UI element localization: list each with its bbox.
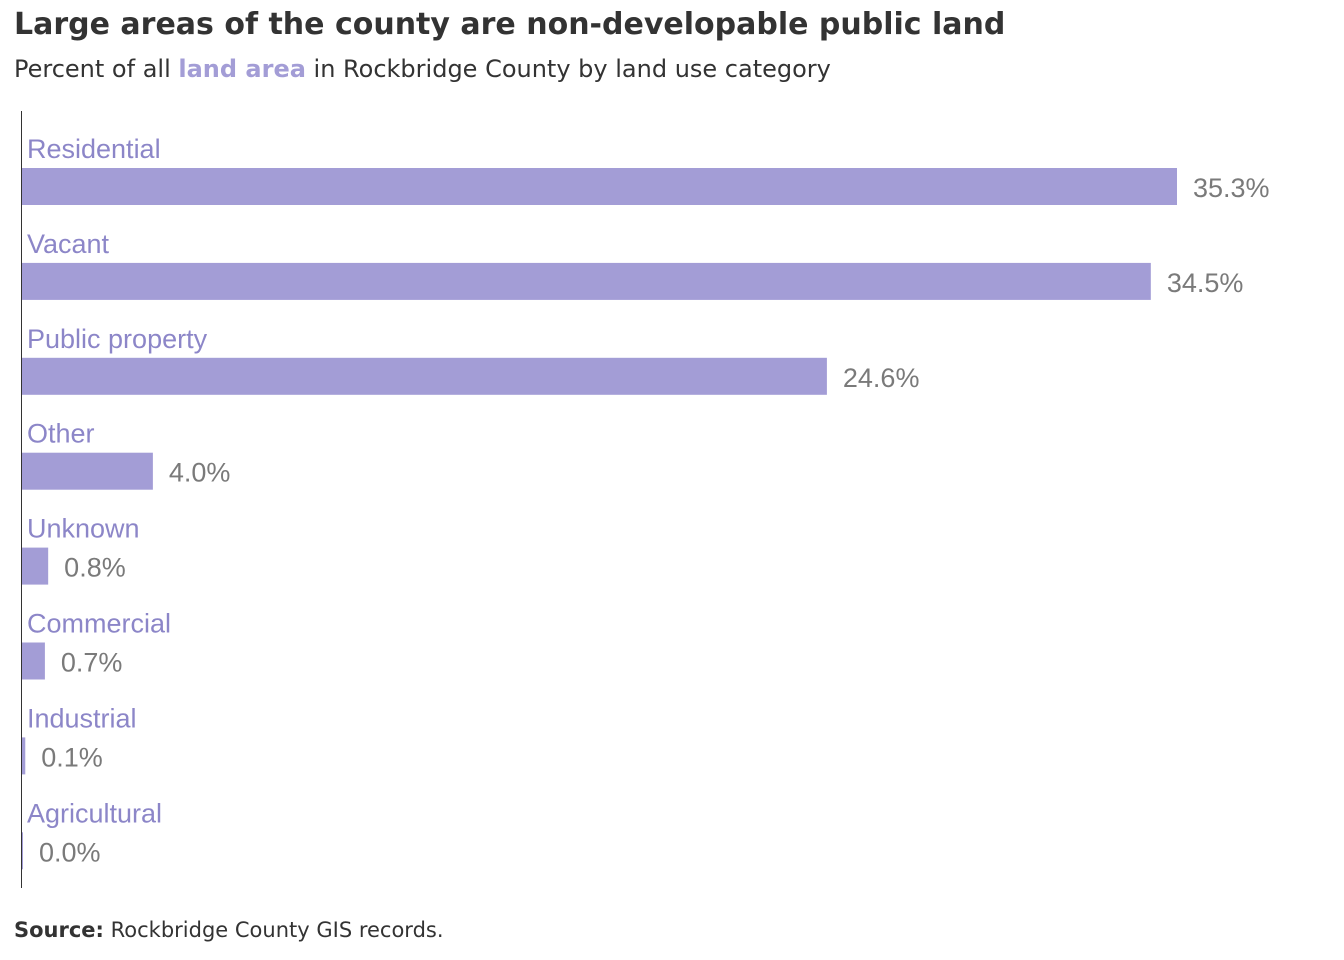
bar-commercial [22,642,45,680]
bar-residential [22,168,1177,205]
bars-group: Residential 35.3% Vacant 34.5% Public proper… [22,134,1270,870]
bar-industrial [22,737,26,775]
bar-chart: Residential 35.3% Vacant 34.5% Public proper… [21,111,1270,888]
value-label-agricultural: 0.0% [39,837,101,867]
bar-public-property [22,357,827,395]
chart-subtitle: Percent of all land area in Rockbridge C… [14,52,831,86]
category-label-residential: Residential [27,134,161,164]
value-label-commercial: 0.7% [61,648,123,678]
bar-vacant [22,262,1151,300]
value-label-public-property: 24.6% [843,363,920,393]
source-note: Source: Rockbridge County GIS records. [14,914,444,946]
category-label-unknown: Unknown [27,514,140,544]
bar-agricultural [22,832,23,870]
subtitle-suffix: in Rockbridge County by land use categor… [305,55,831,83]
value-label-other: 4.0% [169,458,231,488]
bar-other [22,452,153,490]
source-label: Source: [14,918,104,942]
subtitle-prefix: Percent of all [14,55,179,83]
category-label-agricultural: Agricultural [27,798,162,828]
value-label-industrial: 0.1% [41,742,103,772]
category-label-other: Other [27,419,95,449]
source-text: Rockbridge County GIS records. [103,918,444,942]
bar-unknown [22,547,49,585]
subtitle-highlight: land area [178,55,306,83]
value-label-unknown: 0.8% [64,553,126,583]
category-label-commercial: Commercial [27,609,171,639]
value-label-residential: 35.3% [1193,173,1270,203]
category-label-industrial: Industrial [27,703,137,733]
category-label-vacant: Vacant [27,229,110,259]
category-label-public-property: Public property [27,324,208,354]
chart-title: Large areas of the county are non-develo… [14,7,1006,42]
value-label-vacant: 34.5% [1167,268,1244,298]
